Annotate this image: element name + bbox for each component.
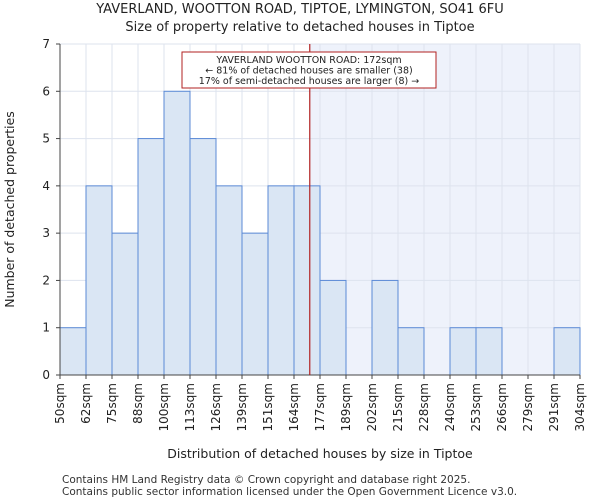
histogram-bar [553, 327, 581, 376]
histogram-bar [397, 327, 425, 376]
y-tick-label: 3 [42, 226, 50, 240]
annotation-text-line: 17% of semi-detached houses are larger (… [199, 76, 419, 87]
chart-subtitle: Size of property relative to detached ho… [125, 20, 475, 35]
y-axis-label: Number of detached properties [2, 111, 17, 308]
histogram-bar [241, 232, 269, 376]
histogram-bar [475, 327, 503, 376]
y-tick-label: 6 [42, 84, 50, 98]
y-tick-label: 2 [42, 273, 50, 287]
x-tick-label: 50sqm [53, 383, 67, 424]
histogram-bar [267, 185, 295, 376]
x-tick-label: 113sqm [183, 383, 197, 431]
x-tick-label: 253sqm [469, 383, 483, 431]
histogram-bar [59, 327, 87, 376]
x-tick-label: 189sqm [339, 383, 353, 431]
histogram-bar [163, 90, 191, 376]
x-tick-label: 291sqm [547, 383, 561, 431]
x-tick-label: 202sqm [365, 383, 379, 431]
x-tick-label: 266sqm [495, 383, 509, 431]
x-tick-label: 240sqm [443, 383, 457, 431]
x-tick-label: 126sqm [209, 383, 223, 431]
histogram-bar [137, 138, 165, 376]
highlight-region [309, 44, 580, 375]
y-tick-label: 1 [42, 321, 50, 335]
x-tick-label: 177sqm [313, 383, 327, 431]
histogram-bar [293, 185, 321, 376]
x-axis-label: Distribution of detached houses by size … [167, 446, 473, 461]
histogram-bar [85, 185, 113, 376]
x-tick-label: 279sqm [521, 383, 535, 431]
x-tick-label: 139sqm [235, 383, 249, 431]
x-tick-label: 215sqm [391, 383, 405, 431]
x-tick-label: 304sqm [573, 383, 587, 431]
y-tick-label: 5 [42, 132, 50, 146]
histogram-bar [111, 232, 139, 376]
annotation-text-line: YAVERLAND WOOTTON ROAD: 172sqm [215, 55, 401, 66]
y-tick-label: 4 [42, 179, 50, 193]
x-tick-label: 75sqm [105, 383, 119, 424]
histogram-bar [189, 138, 217, 376]
histogram-bar [215, 185, 243, 376]
x-tick-label: 228sqm [417, 383, 431, 431]
chart-title: YAVERLAND, WOOTTON ROAD, TIPTOE, LYMINGT… [96, 2, 504, 17]
histogram-bar [319, 279, 347, 376]
annotation-box [181, 51, 437, 89]
footer-attribution-1: Contains HM Land Registry data © Crown c… [62, 474, 471, 486]
y-tick-label: 7 [42, 37, 50, 51]
x-tick-label: 151sqm [261, 383, 275, 431]
footer-attribution-2: Contains public sector information licen… [62, 486, 518, 498]
x-tick-label: 88sqm [131, 383, 145, 424]
x-tick-label: 100sqm [157, 383, 171, 431]
x-tick-label: 164sqm [287, 383, 301, 431]
y-tick-label: 0 [42, 368, 50, 382]
annotation-text-line: ← 81% of detached houses are smaller (38… [205, 66, 412, 77]
histogram-bar [371, 279, 399, 376]
histogram-bar [449, 327, 477, 376]
x-tick-label: 62sqm [79, 383, 93, 424]
